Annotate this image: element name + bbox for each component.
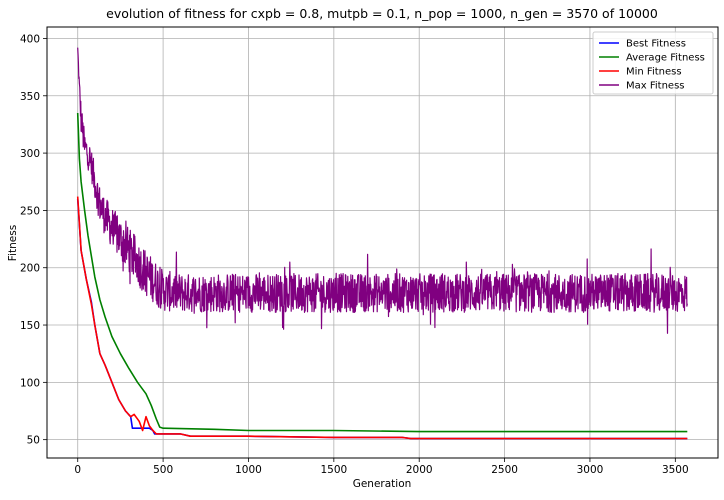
y-tick-label: 150: [20, 320, 40, 332]
plot-frame: [46, 26, 719, 459]
x-tick-label: 1000: [235, 464, 262, 476]
x-tick-label: 2500: [491, 464, 518, 476]
x-tick-label: 3500: [662, 464, 689, 476]
series-line-min-fitness: [76, 196, 688, 440]
series-line-max-fitness: [77, 47, 688, 334]
x-tick-label: 0: [74, 464, 81, 476]
y-tick-label: 100: [20, 377, 40, 389]
x-tick-label: 1500: [320, 464, 347, 476]
y-tick-label: 300: [20, 148, 40, 160]
legend-box: [592, 31, 714, 95]
y-axis-label: Fitness: [7, 225, 19, 261]
tick-layer: 0 500 1000 1500 2000 2500 3000 3500 50 100 150 200 2…: [20, 33, 689, 476]
y-tick-label: 350: [20, 91, 40, 103]
series-line-average-fitness: [76, 112, 688, 433]
x-axis-label: Generation: [353, 478, 412, 490]
legend-label-min-fitness: Min Fitness: [626, 67, 682, 78]
x-tick-label: 3000: [577, 464, 604, 476]
y-tick-label: 400: [20, 33, 40, 45]
legend: Best Fitness Average Fitness Min Fitness Ma…: [592, 31, 714, 95]
series-layer: [76, 47, 688, 440]
chart-title: evolution of fitness for cxpb = 0.8, mut…: [106, 6, 658, 21]
x-tick-label: 500: [153, 464, 173, 476]
legend-label-average-fitness: Average Fitness: [626, 53, 705, 64]
grid-layer: [47, 27, 718, 458]
y-tick-label: 250: [20, 205, 40, 217]
y-tick-label: 200: [20, 263, 40, 275]
legend-label-best-fitness: Best Fitness: [626, 39, 686, 50]
legend-label-max-fitness: Max Fitness: [626, 81, 685, 92]
x-tick-label: 2000: [406, 464, 433, 476]
y-tick-label: 50: [27, 435, 40, 447]
